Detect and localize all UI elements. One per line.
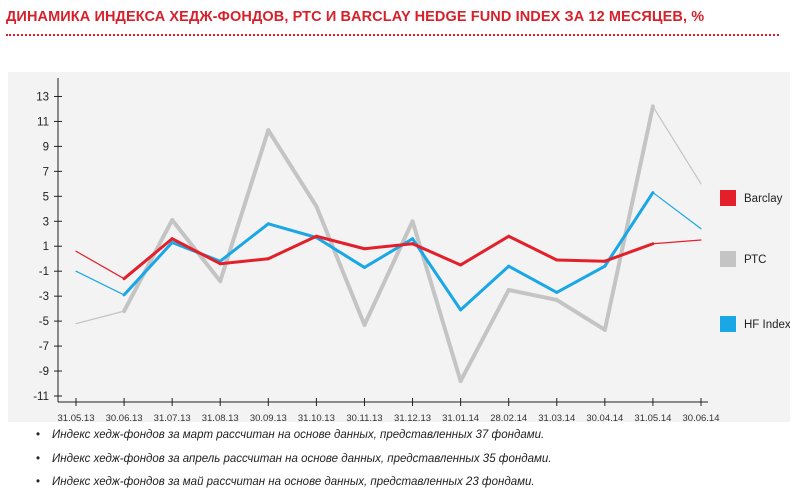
series-segment: [362, 242, 415, 251]
chart-title: ДИНАМИКА ИНДЕКСА ХЕДЖ-ФОНДОВ, РТС И BARC…: [6, 9, 705, 25]
footnote: • Индекс хедж-фондов за март рассчитан на…: [36, 429, 545, 441]
legend-swatch: [720, 316, 736, 332]
series-segment: [314, 236, 366, 269]
footnote: • Индекс хедж-фондов за май рассчитан на …: [36, 476, 535, 488]
x-tick-label: 31.10.13: [298, 413, 335, 422]
series-segment: [122, 240, 174, 297]
x-tick-label: 31.12.13: [394, 413, 431, 422]
series-segment: [218, 222, 270, 263]
legend-label: HF Index: [744, 319, 790, 331]
series-segment: [459, 234, 511, 267]
series-segment: [603, 242, 655, 263]
x-tick-label: 31.01.14: [442, 413, 479, 422]
series-segment: [507, 264, 559, 294]
footnote-text: Индекс хедж-фондов за март рассчитан на …: [52, 429, 545, 441]
y-tick-label: -7: [39, 341, 49, 353]
legend-swatch: [720, 251, 736, 267]
x-tick-label: 31.08.13: [202, 413, 239, 422]
series-segment: [506, 287, 559, 302]
series-segment: [218, 257, 270, 266]
series-segment: [266, 222, 318, 240]
series-segment: [314, 234, 366, 251]
y-tick-label: -1: [39, 266, 49, 278]
series-segment: [555, 258, 607, 263]
x-tick-label: 31.07.13: [154, 413, 191, 422]
x-tick-label: 31.05.14: [634, 413, 671, 422]
series-segment: [75, 310, 125, 325]
y-tick-label: -5: [39, 316, 49, 328]
series-segment: [459, 264, 511, 312]
footnote-text: Индекс хедж-фондов за апрель рассчитан н…: [52, 452, 552, 465]
y-tick-label: 11: [37, 116, 49, 128]
footnote-text: Индекс хедж-фондов за май рассчитан на о…: [52, 476, 535, 488]
series-segment: [170, 237, 222, 266]
series-segment: [603, 191, 655, 268]
y-tick-label: 9: [43, 141, 49, 153]
series-segment: [652, 191, 702, 230]
series-segment: [507, 234, 559, 262]
series-segment: [266, 234, 318, 261]
y-tick-label: -11: [33, 391, 49, 403]
y-tick-label: 7: [43, 166, 49, 178]
x-tick-label: 30.04.14: [586, 413, 623, 422]
x-tick-label: 31.03.14: [538, 413, 575, 422]
y-tick-label: -9: [39, 366, 49, 378]
y-tick-label: 13: [36, 91, 49, 103]
series-segment: [362, 219, 415, 327]
x-tick-label: 30.06.14: [683, 413, 720, 422]
footnote: • Индекс хедж-фондов за апрель рассчитан …: [36, 452, 552, 465]
series-segment: [411, 237, 463, 312]
series-segment: [411, 242, 463, 267]
series-segment: [75, 270, 125, 296]
series-segment: [602, 104, 655, 332]
x-tick-label: 30.11.13: [346, 413, 382, 422]
y-tick-label: 3: [43, 216, 49, 228]
footnotes: • Индекс хедж-фондов за март рассчитан на…: [36, 424, 551, 495]
series-segment: [458, 287, 511, 384]
y-tick-label: 1: [43, 241, 49, 253]
x-tick-label: 31.05.13: [58, 413, 95, 422]
x-tick-label: 28.02.14: [490, 413, 527, 422]
legend-label: Barclay: [744, 193, 783, 205]
series-segment: [75, 250, 125, 280]
series-segment: [122, 237, 174, 281]
x-tick-label: 30.09.13: [250, 413, 287, 422]
legend-label: РТС: [744, 254, 766, 266]
x-tick-label: 30.06.13: [106, 413, 143, 422]
series-segment: [314, 204, 367, 327]
series-segment: [266, 128, 319, 209]
series-segment: [652, 239, 702, 245]
chart-panel: -11 -9 -7 -5 -3 -1 1 3 5 7 9 11 13 31.05.13 30.06.13 31…: [8, 72, 790, 422]
series-segment: [555, 264, 607, 294]
legend-swatch: [720, 190, 736, 206]
title-divider: [6, 34, 779, 36]
series-segment: [122, 218, 175, 314]
y-tick-label: -3: [39, 291, 49, 303]
y-tick-label: 5: [43, 191, 49, 203]
series-segment: [652, 105, 702, 185]
series-segment: [554, 297, 607, 332]
